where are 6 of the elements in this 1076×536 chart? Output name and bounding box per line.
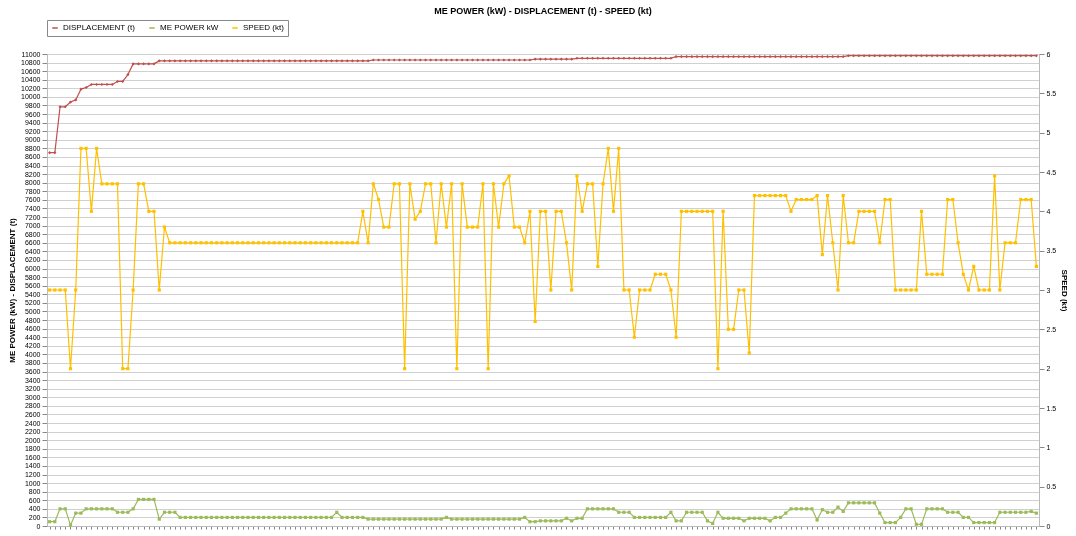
legend-label: ME POWER kW [160, 23, 219, 32]
legend-label: DISPLACEMENT (t) [63, 23, 136, 32]
y-axis-title: ME POWER (kW) - DISPLACEMENT (t) [8, 217, 18, 363]
legend-label: SPEED (kt) [243, 23, 285, 32]
y2-axis-title: SPEED (kt) [1060, 269, 1070, 312]
chart-title: ME POWER (kW) - DISPLACEMENT (t) - SPEED (kt) [434, 5, 652, 16]
